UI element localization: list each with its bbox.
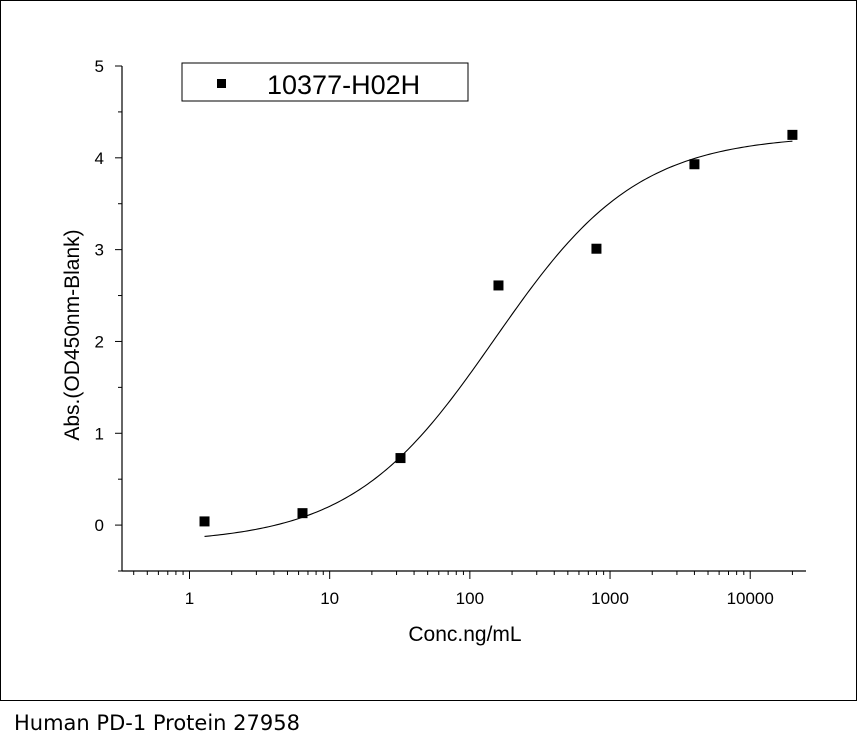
data-point: [199, 516, 210, 527]
x-tick-label: 10: [320, 589, 339, 608]
fit-curve: [204, 140, 793, 537]
data-point: [297, 508, 308, 519]
y-tick-label: 5: [95, 57, 104, 76]
data-point: [689, 159, 700, 170]
x-axis-title: Conc.ng/mL: [408, 623, 521, 646]
y-tick-label: 4: [95, 149, 104, 168]
x-tick-label: 100: [456, 589, 484, 608]
y-axis-title: Abs.(OD450nm-Blank): [61, 229, 84, 440]
legend-label: 10377-H02H: [267, 70, 420, 100]
y-tick-label: 2: [95, 332, 104, 351]
data-point: [493, 280, 504, 291]
x-tick-label: 1: [185, 589, 194, 608]
data-point: [591, 243, 602, 254]
x-tick-label: 1000: [591, 589, 629, 608]
figure-caption: Human PD-1 Protein 27958: [14, 711, 300, 735]
data-point: [787, 129, 798, 140]
figure-frame: [0, 0, 857, 701]
data-point: [395, 453, 406, 464]
y-tick-label: 3: [95, 241, 104, 260]
y-tick-label: 1: [95, 424, 104, 443]
y-tick-label: 0: [95, 516, 104, 535]
legend-box: [181, 62, 469, 102]
legend-marker: [217, 79, 226, 88]
x-tick-label: 10000: [727, 589, 774, 608]
